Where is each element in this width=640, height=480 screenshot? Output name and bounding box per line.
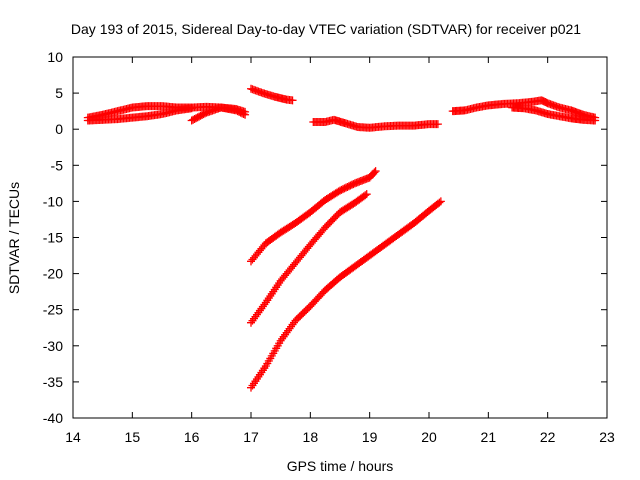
data-series-6 [247,167,380,266]
data-series-7 [247,190,371,327]
x-tick-label: 21 [481,429,497,445]
x-tick-label: 17 [243,429,259,445]
y-tick-label: 0 [55,121,63,137]
x-ticks: 14 15 16 17 18 19 20 21 22 23 [65,57,615,445]
x-tick-label: 23 [599,429,615,445]
y-tick-label: -35 [43,374,63,390]
x-tick-label: 18 [303,429,319,445]
x-axis-label: GPS time / hours [287,458,394,474]
data-series-4 [247,84,297,105]
data-point [362,190,371,199]
data-point [370,168,379,177]
y-tick-label: 5 [55,85,63,101]
x-tick-label: 22 [540,429,556,445]
y-tick-label: -5 [51,157,64,173]
data-point [433,120,442,129]
y-tick-label: -30 [43,338,63,354]
y-tick-label: -15 [43,230,63,246]
data-point [436,197,445,206]
data-point [241,107,250,116]
data-series-5 [309,115,442,132]
data-series-3 [187,103,250,125]
data-point [591,116,600,125]
chart-title: Day 193 of 2015, Sidereal Day-to-day VTE… [71,21,581,37]
x-tick-label: 20 [421,429,437,445]
data-point [288,96,297,105]
y-tick-label: -40 [43,410,63,426]
data-series-9 [448,96,600,122]
data-series-8 [247,197,445,392]
x-tick-label: 14 [65,429,81,445]
y-tick-label: -10 [43,193,63,209]
y-tick-label: -25 [43,302,63,318]
data-series-2 [83,104,196,125]
data-point [435,198,444,207]
data-series [83,84,600,392]
x-tick-label: 15 [125,429,141,445]
data-point [187,104,196,113]
data-point [371,167,380,176]
x-tick-label: 16 [184,429,200,445]
y-axis-label: SDTVAR / TECUs [6,182,22,294]
y-tick-label: -20 [43,266,63,282]
data-series-10 [508,103,600,125]
data-point [361,191,370,200]
y-tick-label: 10 [47,49,63,65]
y-ticks: 10 5 0 -5 -10 -15 -20 -25 -30 -35 -40 [43,49,607,426]
x-tick-label: 19 [362,429,378,445]
